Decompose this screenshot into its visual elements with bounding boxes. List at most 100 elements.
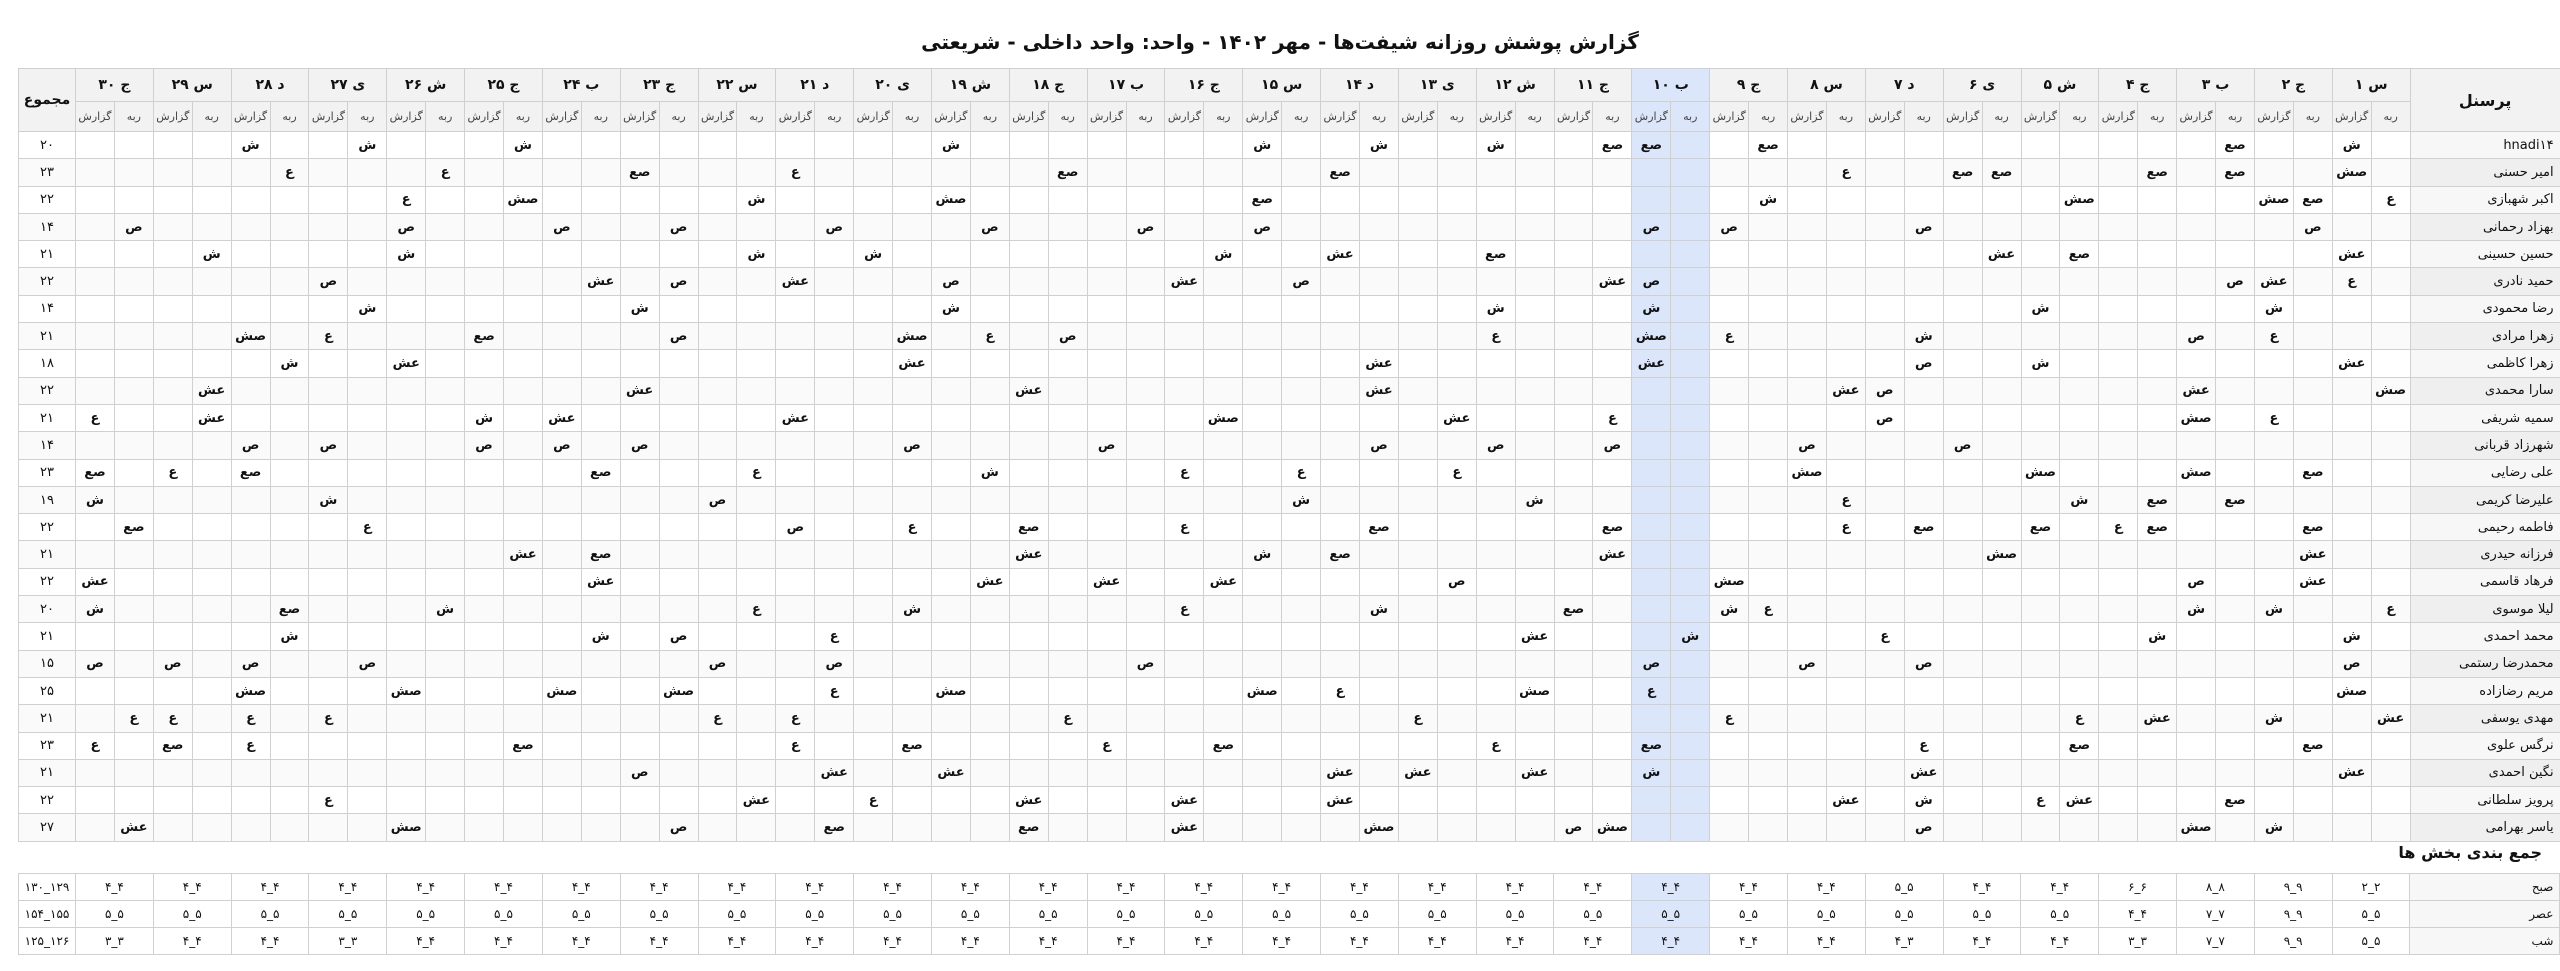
shift-cell[interactable]: ص — [931, 267, 971, 296]
shift-cell[interactable] — [1514, 513, 1555, 542]
shift-cell[interactable] — [1981, 485, 2022, 515]
shift-cell[interactable]: عش — [1592, 267, 1633, 296]
shift-cell[interactable] — [2215, 376, 2255, 405]
shift-cell[interactable] — [2059, 622, 2100, 651]
shift-cell[interactable]: ص — [1903, 349, 1944, 378]
shift-cell[interactable] — [75, 212, 115, 242]
shift-cell[interactable] — [1787, 158, 1827, 187]
shift-cell[interactable] — [2215, 240, 2255, 269]
shift-cell[interactable] — [1281, 294, 1322, 324]
shift-cell[interactable] — [2253, 758, 2294, 788]
shift-cell[interactable] — [736, 431, 777, 460]
shift-cell[interactable] — [814, 540, 855, 569]
shift-cell[interactable] — [1592, 294, 1633, 324]
shift-cell[interactable] — [658, 403, 699, 433]
shift-cell[interactable] — [658, 704, 699, 733]
shift-cell[interactable] — [853, 294, 894, 324]
shift-cell[interactable] — [1047, 676, 1088, 706]
shift-cell[interactable] — [1709, 130, 1750, 160]
shift-cell[interactable] — [1164, 731, 1205, 760]
shift-cell[interactable] — [1592, 322, 1633, 351]
shift-cell[interactable]: ع — [775, 731, 816, 760]
shift-cell[interactable] — [191, 540, 232, 569]
shift-cell[interactable] — [2215, 458, 2255, 487]
shift-cell[interactable]: ش — [2253, 704, 2294, 733]
shift-cell[interactable] — [2176, 704, 2217, 733]
shift-cell[interactable] — [969, 485, 1010, 515]
shift-cell[interactable] — [892, 622, 932, 651]
shift-cell[interactable] — [658, 431, 699, 460]
shift-cell[interactable] — [931, 649, 971, 678]
shift-cell[interactable] — [1670, 485, 1711, 515]
shift-cell[interactable] — [2137, 267, 2178, 296]
shift-cell[interactable] — [1592, 349, 1633, 378]
shift-cell[interactable]: صش — [658, 676, 699, 706]
shift-cell[interactable] — [1709, 758, 1750, 788]
shift-cell[interactable] — [230, 403, 271, 433]
shift-cell[interactable] — [580, 240, 621, 269]
shift-cell[interactable] — [2370, 540, 2411, 569]
shift-cell[interactable] — [736, 704, 777, 733]
shift-cell[interactable]: صع — [269, 595, 310, 624]
shift-cell[interactable] — [1047, 813, 1088, 842]
shift-cell[interactable]: عش — [1903, 758, 1944, 788]
shift-cell[interactable] — [2176, 731, 2217, 760]
shift-cell[interactable] — [1164, 567, 1205, 597]
shift-cell[interactable] — [580, 485, 621, 515]
shift-cell[interactable]: صع — [503, 731, 543, 760]
shift-cell[interactable] — [697, 458, 738, 487]
shift-cell[interactable]: ص — [814, 212, 855, 242]
shift-cell[interactable] — [2176, 649, 2217, 678]
shift-cell[interactable] — [697, 212, 738, 242]
shift-cell[interactable]: ص — [697, 649, 738, 678]
shift-cell[interactable]: عش — [1514, 758, 1555, 788]
shift-cell[interactable]: صش — [2176, 403, 2217, 433]
shift-cell[interactable] — [1903, 431, 1944, 460]
shift-cell[interactable] — [580, 130, 621, 160]
shift-cell[interactable]: ش — [386, 240, 427, 269]
shift-cell[interactable] — [1942, 595, 1983, 624]
shift-cell[interactable] — [969, 158, 1010, 187]
shift-cell[interactable] — [1397, 622, 1438, 651]
shift-cell[interactable]: ش — [2253, 595, 2294, 624]
shift-cell[interactable] — [1359, 540, 1399, 569]
shift-cell[interactable] — [1553, 704, 1594, 733]
shift-cell[interactable] — [152, 294, 193, 324]
shift-cell[interactable] — [1281, 431, 1322, 460]
shift-cell[interactable]: عش — [1320, 240, 1361, 269]
shift-cell[interactable] — [269, 240, 310, 269]
shift-cell[interactable] — [853, 758, 894, 788]
shift-cell[interactable] — [892, 267, 932, 296]
shift-cell[interactable] — [853, 649, 894, 678]
shift-cell[interactable]: صش — [1514, 676, 1555, 706]
shift-cell[interactable] — [191, 185, 232, 214]
shift-cell[interactable]: عش — [1164, 267, 1205, 296]
shift-cell[interactable]: صش — [230, 676, 271, 706]
shift-cell[interactable] — [75, 431, 115, 460]
shift-cell[interactable] — [892, 540, 932, 569]
shift-cell[interactable] — [580, 376, 621, 405]
shift-cell[interactable] — [1242, 458, 1283, 487]
shift-cell[interactable] — [2331, 376, 2372, 405]
shift-cell[interactable] — [775, 212, 816, 242]
shift-cell[interactable]: عش — [580, 567, 621, 597]
shift-cell[interactable] — [2370, 403, 2411, 433]
shift-cell[interactable]: صع — [1553, 595, 1594, 624]
shift-cell[interactable] — [1592, 458, 1633, 487]
shift-cell[interactable] — [1320, 731, 1361, 760]
shift-cell[interactable] — [386, 267, 427, 296]
shift-cell[interactable] — [1281, 349, 1322, 378]
shift-cell[interactable] — [1942, 540, 1983, 569]
shift-cell[interactable] — [1553, 240, 1594, 269]
shift-cell[interactable] — [2059, 349, 2100, 378]
shift-cell[interactable] — [697, 294, 738, 324]
shift-cell[interactable] — [1709, 676, 1750, 706]
shift-cell[interactable] — [1008, 212, 1049, 242]
shift-cell[interactable] — [1592, 567, 1633, 597]
shift-cell[interactable] — [113, 485, 154, 515]
shift-cell[interactable] — [931, 349, 971, 378]
shift-cell[interactable]: ص — [308, 431, 349, 460]
shift-cell[interactable] — [503, 813, 543, 842]
shift-cell[interactable] — [1047, 130, 1088, 160]
shift-cell[interactable] — [1942, 676, 1983, 706]
